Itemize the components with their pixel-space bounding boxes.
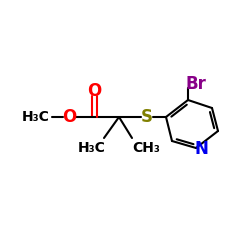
Text: Br: Br [186, 75, 206, 93]
Text: N: N [194, 140, 208, 158]
Text: CH₃: CH₃ [132, 141, 160, 155]
Text: S: S [141, 108, 153, 126]
Text: O: O [62, 108, 76, 126]
Text: O: O [87, 82, 101, 100]
Text: H₃C: H₃C [78, 141, 106, 155]
Text: H₃C: H₃C [22, 110, 50, 124]
